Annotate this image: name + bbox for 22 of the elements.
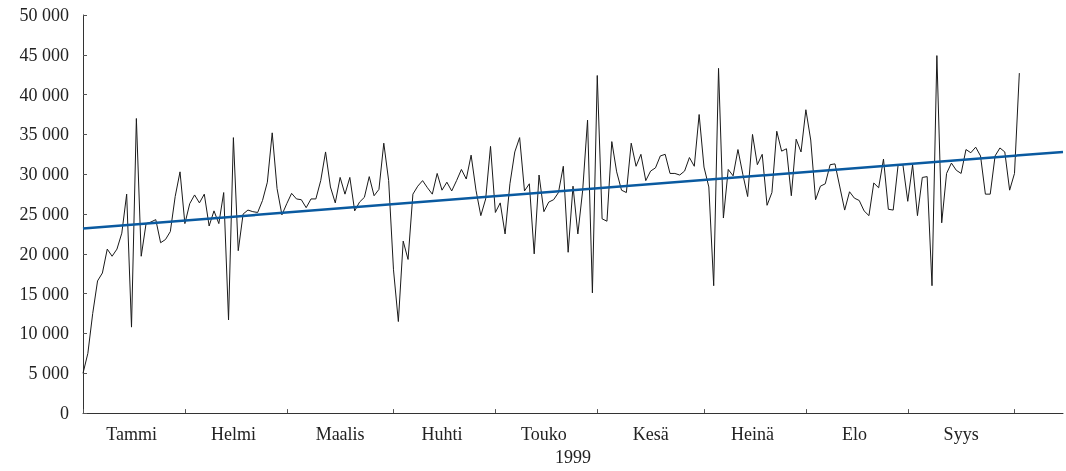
x-tick-label: Maalis [315, 424, 365, 445]
y-tick-label: 35 000 [19, 124, 69, 145]
x-tick-label: Heinä [731, 424, 774, 445]
y-tick-label: 10 000 [19, 323, 69, 344]
x-axis-title: 1999 [555, 447, 591, 467]
y-tick-label: 20 000 [19, 243, 69, 264]
y-tick-label: 5 000 [28, 363, 69, 384]
line-series [82, 55, 1020, 374]
y-tick-label: 40 000 [19, 84, 69, 105]
y-tick-label: 25 000 [19, 204, 69, 225]
x-tick-label: Helmi [210, 424, 256, 445]
y-tick-label: 50 000 [19, 5, 69, 25]
x-tick-label: Elo [841, 424, 867, 445]
x-tick-label: Kesä [632, 424, 669, 445]
y-tick-label: 15 000 [19, 283, 69, 304]
x-tick-label: Huhti [421, 424, 463, 445]
x-tick-label: Touko [521, 424, 567, 445]
y-tick-label: 0 [60, 403, 69, 424]
y-tick-label: 45 000 [19, 44, 69, 65]
x-tick-label: Syys [943, 424, 979, 445]
x-tick-label: Tammi [106, 424, 157, 445]
y-tick-label: 30 000 [19, 164, 69, 185]
